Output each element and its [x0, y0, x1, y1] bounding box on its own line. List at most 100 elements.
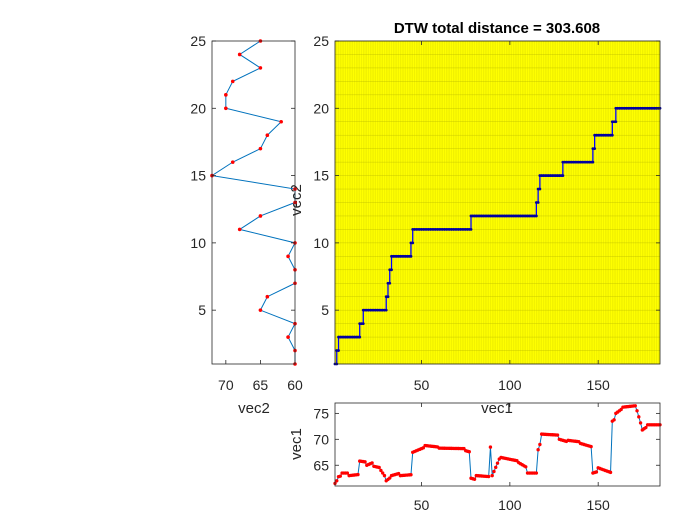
- vec1-point: [382, 473, 387, 478]
- dtw-path-panel: 50 100 150 5 10 15 20 25 DTW total distance = 3…: [288, 20, 662, 417]
- dtw-path-axes-box: [334, 40, 661, 365]
- warping-path-point: [610, 133, 614, 137]
- vec1-point: [637, 415, 641, 419]
- vec1-x-tick-label: 50: [414, 497, 430, 513]
- vec1-point: [472, 477, 477, 481]
- x-tick-label: 50: [414, 377, 430, 393]
- vec2-y-tick-label: 20: [190, 100, 206, 116]
- vec2-axis-label: vec2: [238, 400, 270, 417]
- vec2-y-tick-label: 15: [190, 168, 206, 184]
- vec1-point: [380, 471, 385, 475]
- vec2-series: [210, 39, 297, 366]
- vec1-point: [345, 471, 350, 475]
- vec2-y-tick-label: 5: [198, 302, 206, 318]
- vec1-axis-label: vec1: [288, 428, 305, 460]
- vec1-point: [594, 470, 599, 474]
- warping-path-point: [409, 254, 413, 258]
- warping-path-point: [536, 201, 540, 204]
- warping-path-point: [386, 295, 390, 299]
- vec1-point: [356, 472, 360, 477]
- vec1-point: [638, 421, 643, 425]
- vec2-y-tick-label: 10: [190, 235, 206, 251]
- y-tick-label: 15: [313, 168, 329, 184]
- warping-path-point: [388, 281, 392, 285]
- warping-path-point: [358, 335, 362, 339]
- vec1-point: [555, 433, 560, 437]
- warping-path-point: [534, 214, 538, 218]
- vec1-point: [467, 450, 471, 454]
- vec1-point: [633, 404, 637, 408]
- vec1-point: [388, 476, 392, 480]
- y-tick-label: 20: [313, 100, 329, 116]
- warping-path-point: [337, 349, 340, 352]
- vec1-point: [338, 474, 342, 478]
- warping-path-point: [593, 147, 597, 151]
- vec1-point: [370, 461, 374, 465]
- vec1-point: [335, 479, 339, 483]
- vec1-x-tick-label: 150: [586, 497, 610, 513]
- vec2-point: [258, 214, 263, 218]
- x-tick-label: 150: [586, 377, 610, 393]
- vec1-point: [534, 471, 539, 475]
- vec1-point: [635, 409, 639, 413]
- vec1-point: [538, 442, 542, 447]
- vec1-point: [536, 447, 540, 452]
- vec2-line: [210, 40, 296, 364]
- vec1-point: [409, 473, 413, 477]
- warping-path-point: [411, 241, 415, 245]
- warping-path-point: [469, 228, 473, 231]
- vec1-point: [421, 446, 426, 450]
- vec1-point: [619, 407, 623, 412]
- vec2-point: [279, 119, 283, 124]
- vec1-point: [488, 445, 493, 449]
- vec1-point: [490, 473, 494, 478]
- vec1-point: [644, 425, 648, 430]
- dtw-y-axis-label: vec2: [288, 184, 305, 216]
- vec2-point: [265, 133, 270, 138]
- warping-path-point: [390, 268, 393, 272]
- x-tick-label: 100: [498, 377, 522, 393]
- vec2-panel: 70 65 60 5 10 15 20 25 vec2: [190, 33, 303, 417]
- warping-path-point: [561, 174, 565, 177]
- chart-title: DTW total distance = 303.608: [394, 20, 600, 37]
- vec1-y-tick-label: 75: [313, 405, 329, 421]
- vec2-y-tick-label: 25: [190, 33, 206, 49]
- vec1-point: [612, 418, 616, 422]
- vec1-point: [486, 474, 491, 479]
- vec2-x-tick-label: 70: [218, 377, 234, 393]
- vec2-ticks: 70 65 60 5 10 15 20 25: [190, 33, 303, 393]
- vec1-y-tick-label: 70: [313, 431, 329, 447]
- vec2-point: [237, 52, 242, 57]
- warping-path-point: [361, 322, 365, 326]
- vec2-point: [265, 294, 270, 299]
- warping-path-point: [384, 308, 388, 312]
- vec1-point: [608, 470, 613, 475]
- vec2-point: [224, 106, 228, 111]
- y-tick-label: 5: [321, 302, 329, 318]
- y-tick-label: 10: [313, 235, 329, 251]
- vec1-point: [379, 468, 383, 473]
- vec1-axes-box: [334, 402, 661, 487]
- vec1-point: [524, 465, 528, 469]
- vec1-series: [333, 404, 662, 486]
- vec2-point: [237, 227, 242, 232]
- warping-path-point: [591, 160, 595, 164]
- vec1-point: [494, 465, 498, 470]
- vec1-point: [492, 469, 496, 474]
- vec2-point: [286, 254, 290, 259]
- vec2-point: [258, 66, 263, 70]
- vec1-y-tick-label: 65: [313, 457, 329, 473]
- y-tick-label: 25: [313, 33, 329, 49]
- warping-path: [333, 106, 662, 366]
- vec2-point: [258, 308, 263, 312]
- vec2-point: [230, 160, 235, 164]
- vec2-point: [258, 146, 263, 151]
- vec1-point: [589, 444, 593, 449]
- vec1-ticks: 50 100 150 65 70 75: [313, 403, 660, 513]
- warping-path-point: [538, 187, 542, 191]
- vec2-x-tick-label: 60: [287, 377, 303, 393]
- vec1-point: [495, 461, 500, 465]
- vec2-point: [224, 93, 228, 97]
- vec2-x-tick-label: 65: [253, 377, 269, 393]
